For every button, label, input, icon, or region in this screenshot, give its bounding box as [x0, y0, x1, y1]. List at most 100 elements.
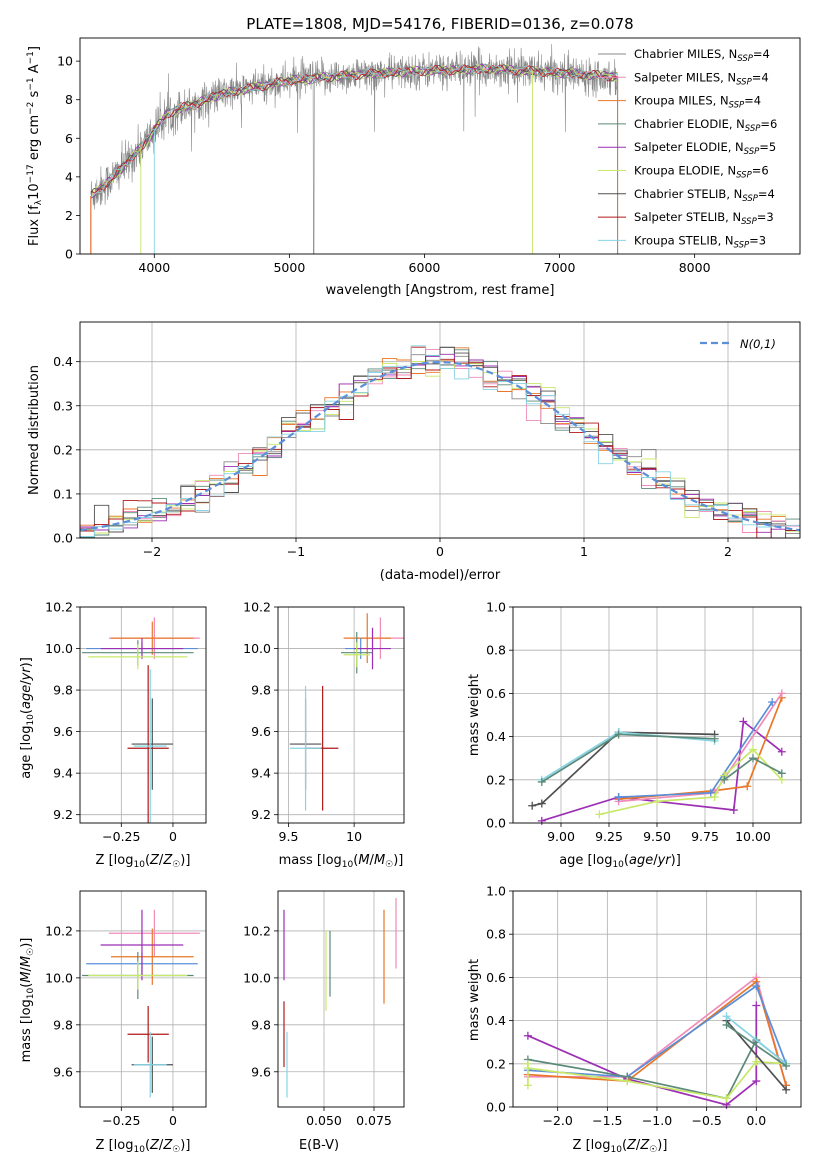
residual-histogram-step: [80, 345, 800, 537]
y-tick-label: 6: [65, 131, 73, 146]
weight-point-marker: [523, 1031, 532, 1040]
weight-point-marker: [614, 793, 623, 802]
weight-point-marker: [528, 801, 537, 810]
y-tick-label: 9.8: [53, 1017, 73, 1032]
x-tick-label: 0: [169, 1113, 177, 1128]
weight-point-marker: [710, 793, 719, 802]
y-tick-label: 9.6: [53, 724, 73, 739]
x-tick-label: 8000: [679, 260, 711, 275]
x-tick-label: −0.5: [691, 1113, 721, 1128]
y-tick-label: 0.2: [486, 772, 506, 787]
legend-entry-label: Chabrier STELIB, NSSP=4: [634, 187, 775, 204]
legend-entry-label: Kroupa MILES, NSSP=4: [634, 94, 761, 111]
weight-age-x-label: age [log10(age/yr)]: [559, 853, 681, 870]
mass-z-y-label: mass [log10(M/M☉)]: [19, 938, 36, 1063]
weight-point-marker: [777, 689, 786, 698]
legend-entry-label: Kroupa STELIB, NSSP=3: [634, 233, 766, 250]
x-tick-label: 4000: [138, 260, 170, 275]
x-tick-label: 0.075: [356, 1113, 392, 1128]
weight-vs-age-plot: 9.00 9.25 9.50 9.75 10.00 0.0 0.2 0.4 0.6 0.8 1.0: [486, 600, 802, 844]
x-tick-label: 0.050: [306, 1113, 342, 1128]
y-tick-label: 9.2: [251, 807, 271, 822]
weight-point-marker: [743, 782, 752, 791]
y-tick-label: 9.6: [53, 1064, 73, 1079]
axes-frame: [79, 37, 801, 255]
weight-point-marker: [537, 799, 546, 808]
x-tick-label: 1: [580, 544, 588, 559]
y-tick-label: 0.0: [486, 816, 506, 831]
y-tick-label: 2: [65, 208, 73, 223]
weight-series-line: [725, 1015, 787, 1065]
axes-frame: [79, 890, 207, 1108]
y-tick-label: 9.6: [251, 1064, 271, 1079]
y-tick-label: 10: [57, 54, 73, 69]
residual-distribution-plot: −2 −1 0 1 2 0.0 0.1 0.2 0.3 0.4 N(0,1): [53, 321, 801, 559]
y-tick-label: 10.2: [243, 600, 271, 615]
weight-point-marker: [768, 698, 777, 707]
weight-z-x-label: Z [log10(Z/Z☉)]: [573, 1138, 668, 1155]
age-mass-x-label: mass [log10(M/M☉)]: [279, 853, 404, 870]
weight-point-marker: [739, 717, 748, 726]
weight-series-line: [527, 984, 787, 1078]
x-tick-label: 9.00: [547, 829, 575, 844]
x-tick-label: 10: [346, 829, 362, 844]
weight-series-line: [527, 1005, 758, 1106]
weight-vs-metallicity-plot: −2.0 −1.5 −1.0 −0.5 0.0 0.0 0.2 0.4 0.6 0.8 1.0: [486, 884, 802, 1128]
y-tick-label: 0.4: [53, 354, 73, 369]
y-tick-label: 0.6: [486, 686, 506, 701]
model-spectrum-line: [90, 64, 618, 198]
residual-x-label: (data-model)/error: [380, 568, 501, 583]
weight-z-y-label: mass weight: [467, 959, 482, 1041]
y-tick-label: 10.0: [243, 970, 271, 985]
x-tick-label: 0.0: [746, 1113, 766, 1128]
axes-frame: [277, 606, 405, 824]
weight-point-marker: [782, 1061, 791, 1070]
weight-point-marker: [777, 747, 786, 756]
weight-point-marker: [706, 788, 715, 797]
weight-point-marker: [729, 806, 738, 815]
residual-histogram-step: [80, 346, 800, 533]
mass-z-x-label: Z [log10(Z/Z☉)]: [96, 1138, 191, 1155]
y-tick-label: 0.4: [486, 729, 506, 744]
weight-series-line: [532, 731, 715, 807]
y-tick-label: 0.0: [53, 531, 73, 546]
y-tick-label: 0.1: [53, 486, 73, 501]
weight-point-marker: [777, 769, 786, 778]
y-tick-label: 1.0: [486, 600, 506, 615]
y-tick-label: 9.8: [53, 683, 73, 698]
spectrum-y-label: Flux [fλ10−17 erg cm−2 s−1 A−1]: [26, 46, 44, 246]
y-tick-label: 9.8: [251, 683, 271, 698]
x-tick-label: 7000: [544, 260, 576, 275]
y-tick-label: 0.2: [53, 442, 73, 457]
x-tick-label: 2: [724, 544, 732, 559]
y-tick-label: 10.0: [45, 970, 73, 985]
x-tick-label: 0: [436, 544, 444, 559]
age-z-x-label: Z [log10(Z/Z☉)]: [96, 853, 191, 870]
age-vs-mass-plot: 9.5 10 9.2 9.4 9.6 9.8 10.0 10.2: [243, 600, 405, 844]
legend-entry-label: Kroupa ELODIE, NSSP=6: [634, 164, 769, 181]
y-tick-label: 9.6: [251, 724, 271, 739]
weight-point-marker: [614, 730, 623, 739]
x-tick-label: −1.5: [592, 1113, 622, 1128]
legend-entry-label: Salpeter ELODIE, NSSP=5: [634, 140, 776, 157]
weight-point-marker: [523, 1081, 532, 1090]
weight-point-marker: [595, 810, 604, 819]
mass-vs-metallicity-plot: −0.25 0 9.6 9.8 10.0 10.2: [45, 890, 207, 1128]
axes-frame: [277, 890, 405, 1108]
chart-title: PLATE=1808, MJD=54176, FIBERID=0136, z=0…: [246, 15, 633, 33]
legend-entry-label: Salpeter STELIB, NSSP=3: [634, 210, 774, 227]
weight-point-marker: [749, 754, 757, 763]
weight-point-marker: [710, 734, 719, 743]
weight-point-marker: [749, 745, 757, 754]
weight-point-marker: [752, 1001, 761, 1010]
legend-entry-label: Chabrier ELODIE, NSSP=6: [634, 117, 777, 134]
spectrum-x-label: wavelength [Angstrom, rest frame]: [326, 283, 555, 298]
x-tick-label: −2.0: [543, 1113, 573, 1128]
weight-point-marker: [537, 777, 546, 786]
y-tick-label: 9.4: [251, 766, 271, 781]
residual-histogram-step: [80, 361, 800, 534]
x-tick-label: −0.25: [102, 829, 140, 844]
x-tick-label: −2: [143, 544, 161, 559]
y-tick-label: 0: [65, 247, 73, 262]
